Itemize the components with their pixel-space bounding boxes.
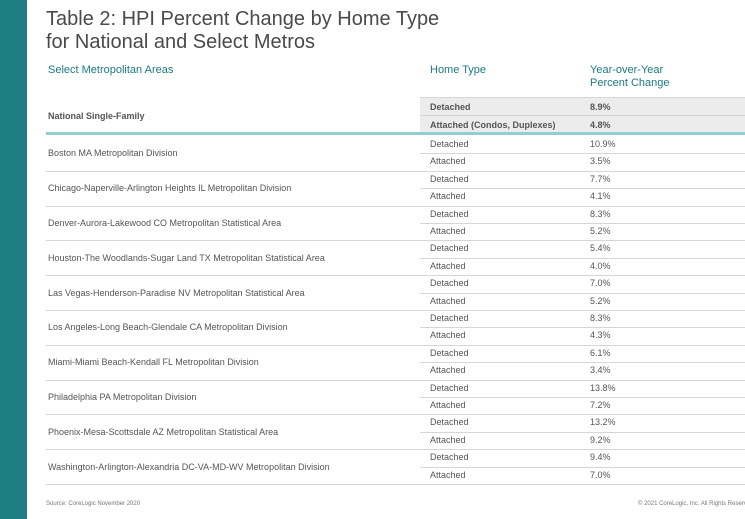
title: Table 2: HPI Percent Change by Home Type [46,8,440,30]
row-label: Houston-The Woodlands-Sugar Land TX Metr… [48,252,325,263]
percent-change: 4.1% [590,191,611,202]
percent-change: 13.8% [590,382,616,393]
footer-copyright: © 2021 CoreLogic, Inc. All Rights Reserv… [638,501,745,507]
home-type: Attached [430,295,466,306]
row-label: Los Angeles-Long Beach-Glendale CA Metro… [48,322,288,333]
column-header: Percent Change [590,77,670,89]
line [420,466,745,468]
row-label: National Single-Family [48,111,145,121]
home-type: Detached [430,452,469,463]
title: for National and Select Metros [46,31,316,53]
line [46,205,745,207]
percent-change: 5.4% [590,243,611,254]
home-type: Detached [430,347,469,358]
home-type: Attached [430,330,466,341]
line [46,449,745,451]
line [420,327,745,329]
home-type: Detached [430,382,469,393]
line [420,397,745,398]
percent-change: 9.2% [590,434,611,445]
percent-change: 13.2% [590,417,616,428]
home-type: Detached [430,243,469,254]
row-label: Miami-Miami Beach-Kendall FL Metropolita… [48,357,259,368]
row-label: Las Vegas-Henderson-Paradise NV Metropol… [48,287,305,298]
percent-change: 3.5% [590,156,611,167]
home-type: Attached [430,469,466,480]
percent-change: 9.4% [590,452,611,463]
home-type: Attached [430,260,466,271]
home-type: Detached [430,139,469,149]
row-label: Boston MA Metropolitan Division [48,148,178,159]
line [46,379,745,381]
home-type: Attached [430,365,466,376]
home-type: Attached [430,156,466,167]
line [46,240,745,242]
percent-change: 4.0% [590,260,611,271]
percent-change: 3.4% [590,365,611,376]
percent-change: 4.8% [590,119,611,130]
home-type: Attached [430,400,466,410]
national-divider [46,132,745,135]
row-label: Phoenix-Mesa-Scottsdale AZ Metropolitan … [48,426,279,437]
percent-change: 6.1% [590,347,611,358]
column-header: Home Type [430,64,487,76]
home-type: Attached [430,434,466,445]
line [46,484,745,485]
percent-change: 7.2% [590,400,611,410]
row-label: Chicago-Naperville-Arlington Heights IL … [48,183,292,194]
line [420,97,745,98]
row-label: Washington-Arlington-Alexandria DC-VA-MD… [48,461,330,472]
percent-change: 8.3% [590,208,611,219]
line [46,170,745,172]
home-type: Detached [430,208,469,219]
line [420,223,745,224]
home-type: Detached [430,278,469,289]
home-type: Attached (Condos, Duplexes) [430,119,556,130]
line [420,153,745,155]
percent-change: 7.0% [590,278,611,289]
line [420,115,745,116]
percent-change: 10.9% [590,139,616,149]
line [420,431,745,433]
percent-change: 7.0% [590,469,611,480]
home-type: Detached [430,173,469,184]
line [46,414,745,416]
row-label: Philadelphia PA Metropolitan Division [48,392,197,402]
home-type: Detached [430,102,471,112]
home-type: Attached [430,191,466,202]
home-type: Detached [430,313,469,323]
home-type: Attached [430,226,466,236]
percent-change: 8.9% [590,102,611,112]
percent-change: 8.3% [590,313,611,323]
percent-change: 5.2% [590,226,611,236]
line [46,310,745,311]
line [420,362,745,364]
line [46,275,745,277]
line [420,292,745,294]
column-header: Year-over-Year [590,64,664,76]
row-label: Denver-Aurora-Lakewood CO Metropolitan S… [48,218,282,228]
side-bar [0,0,27,519]
footer-source: Source: CoreLogic November 2020 [46,501,141,507]
percent-change: 5.2% [590,295,611,306]
line [420,188,745,190]
home-type: Detached [430,417,469,428]
column-header: Select Metropolitan Areas [48,64,174,76]
percent-change: 7.7% [590,173,611,184]
percent-change: 4.3% [590,330,611,341]
line [46,344,745,346]
line [420,257,745,259]
